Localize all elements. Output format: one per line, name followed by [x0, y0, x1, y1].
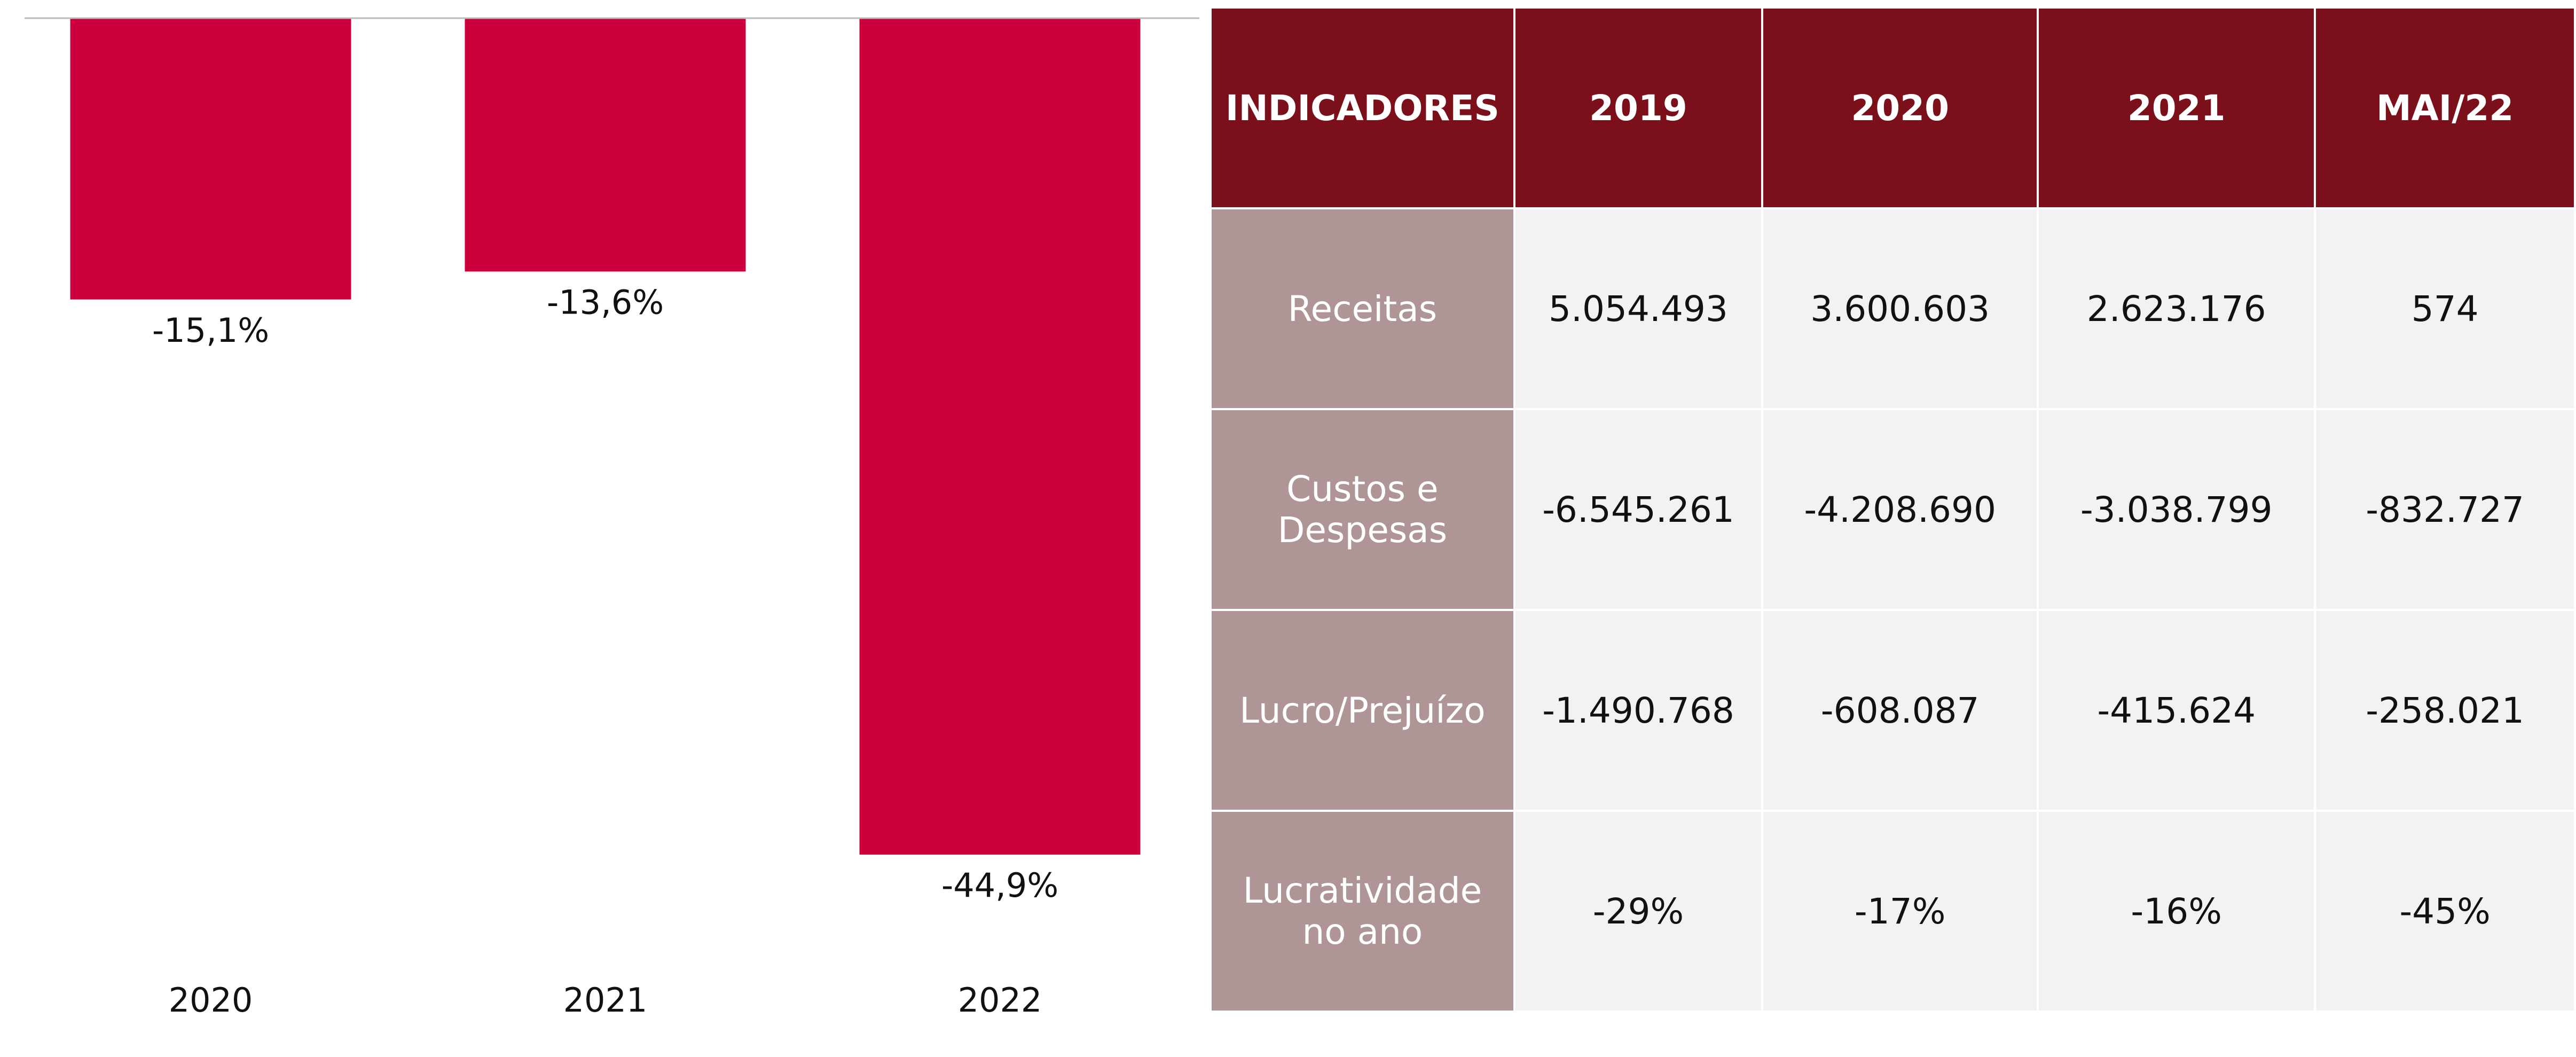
- header-row: INDICADORES 2019 2020 2021 MAI/22: [1210, 6, 2576, 209]
- value-cell: -1.490.768: [1513, 609, 1764, 812]
- bar: [859, 18, 1141, 855]
- value-cell: -4.208.690: [1761, 408, 2039, 611]
- value-cell: -3.038.799: [2037, 408, 2316, 611]
- table-row: Custos e Despesas -6.545.261 -4.208.690 -3.…: [1210, 408, 2576, 611]
- table-row: Lucratividade no ano -29% -17% -16% -45%: [1210, 810, 2576, 1013]
- value-label: -44,9%: [941, 866, 1058, 905]
- value-cell: 3.600.603: [1761, 207, 2039, 410]
- value-cell: 2.623.176: [2037, 207, 2316, 410]
- value-cell: -6.545.261: [1513, 408, 1764, 611]
- header-cell: MAI/22: [2314, 6, 2576, 209]
- indicators-table: INDICADORES 2019 2020 2021 MAI/22 Receitas 5.…: [1210, 6, 2576, 1013]
- table-body: Receitas 5.054.493 3.600.603 2.623.176 574 Cu…: [1210, 207, 2576, 1013]
- header-cell: INDICADORES: [1210, 6, 1515, 209]
- header-cell: 2020: [1761, 6, 2039, 209]
- header-cell: 2019: [1513, 6, 1764, 209]
- value-cell: -415.624: [2037, 609, 2316, 812]
- value-cell: -608.087: [1761, 609, 2039, 812]
- value-cell: -29%: [1513, 810, 1764, 1013]
- indicator-cell: Lucratividade no ano: [1210, 810, 1515, 1013]
- indicator-cell: Custos e Despesas: [1210, 408, 1515, 611]
- bar: [70, 18, 351, 300]
- header-cell: 2021: [2037, 6, 2316, 209]
- value-cell: 574: [2314, 207, 2576, 410]
- value-cell: -832.727: [2314, 408, 2576, 611]
- value-cell: -17%: [1761, 810, 2039, 1013]
- table-row: Lucro/Prejuízo -1.490.768 -608.087 -415.624…: [1210, 609, 2576, 812]
- value-label: -15,1%: [152, 311, 269, 350]
- value-label: -13,6%: [547, 283, 664, 322]
- value-cell: -45%: [2314, 810, 2576, 1013]
- bar: [465, 18, 746, 272]
- x-tick-label: 2020: [169, 981, 253, 1020]
- x-tick-label: 2022: [958, 981, 1042, 1020]
- chart: -15,1% 2020 -13,6% 2021 -44,9% 2022: [25, 17, 1199, 1020]
- value-cell: -16%: [2037, 810, 2316, 1013]
- table-row: Receitas 5.054.493 3.600.603 2.623.176 574: [1210, 207, 2576, 410]
- value-cell: 5.054.493: [1513, 207, 1764, 410]
- value-cell: -258.021: [2314, 609, 2576, 812]
- x-tick-label: 2021: [563, 981, 648, 1020]
- indicator-cell: Lucro/Prejuízo: [1210, 609, 1515, 812]
- indicator-cell: Receitas: [1210, 207, 1515, 410]
